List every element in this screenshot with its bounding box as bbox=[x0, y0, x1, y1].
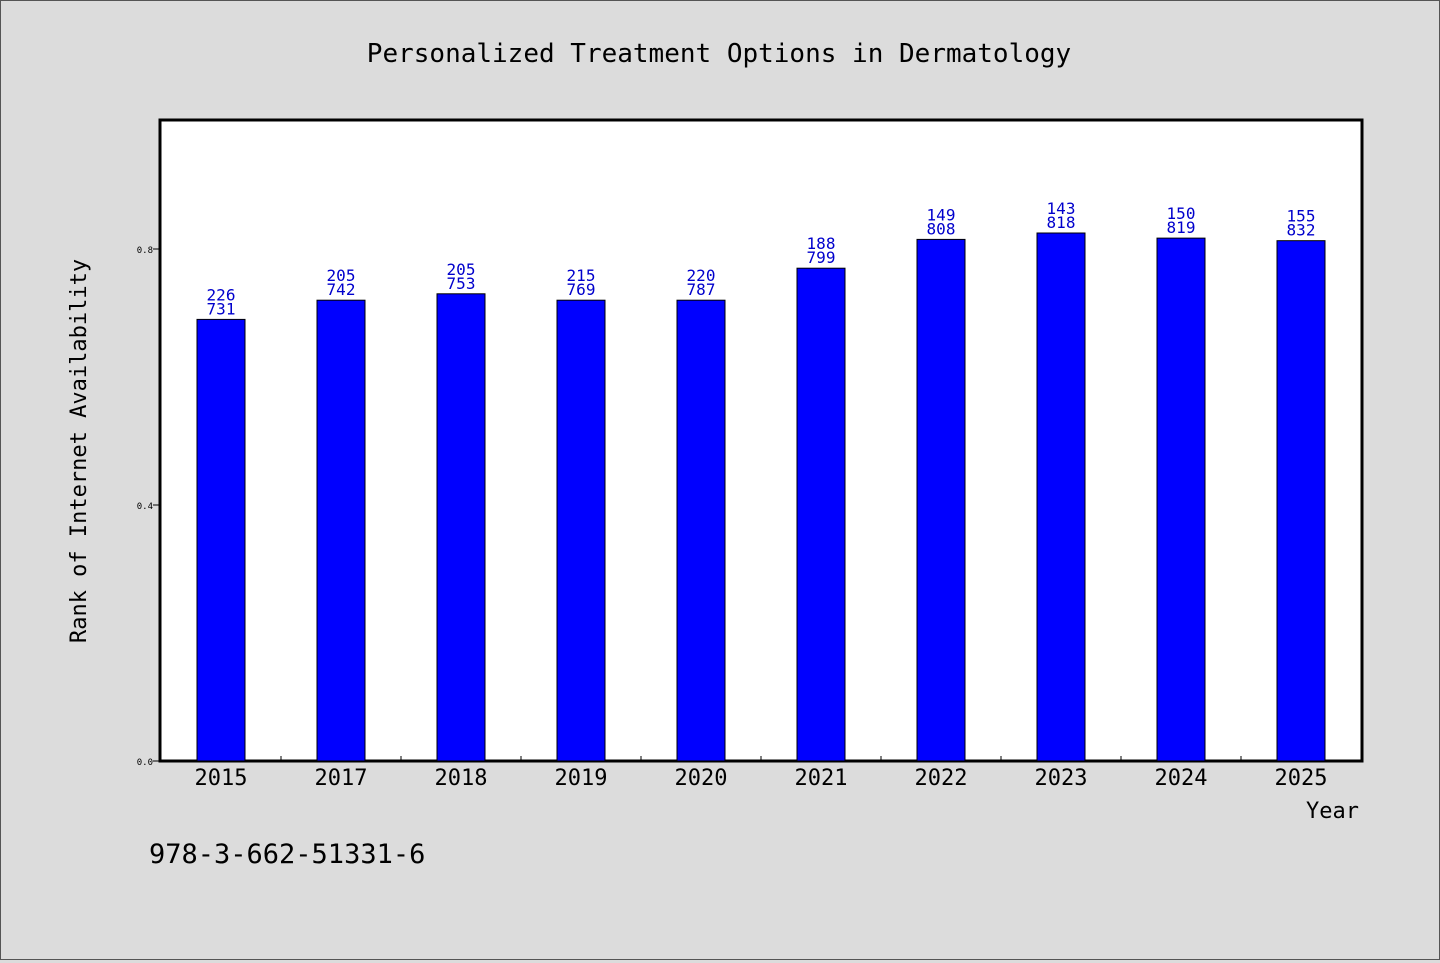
bar-label-bottom: 832 bbox=[1287, 221, 1316, 240]
bar bbox=[436, 293, 486, 762]
x-axis: 2015 2017 2018 2019 2020 2021 2022 2023 2024 2025 bbox=[195, 756, 1328, 791]
x-tick-label: 2015 bbox=[195, 766, 248, 791]
bar-label-bottom: 799 bbox=[807, 248, 836, 267]
bar-label-top: 188 bbox=[807, 234, 836, 253]
y-tick-label: 0.4 bbox=[137, 502, 153, 512]
bar-label-bottom: 731 bbox=[207, 299, 236, 318]
x-tick-label: 2024 bbox=[1155, 766, 1208, 791]
x-tick-label: 2022 bbox=[915, 766, 968, 791]
bar-label-top: 205 bbox=[447, 260, 476, 279]
bar-label-top: 150 bbox=[1167, 204, 1196, 223]
bar bbox=[556, 299, 606, 762]
bar bbox=[796, 267, 846, 762]
bar bbox=[1036, 232, 1086, 762]
bar-label-top: 220 bbox=[687, 266, 716, 285]
x-tick-label: 2021 bbox=[795, 766, 848, 791]
bar-label-bottom: 753 bbox=[447, 274, 476, 293]
bar-label-bottom: 769 bbox=[567, 280, 596, 299]
bar-label-top: 143 bbox=[1047, 199, 1076, 218]
x-tick-label: 2018 bbox=[435, 766, 488, 791]
bar-label-top: 226 bbox=[207, 285, 236, 304]
bar-label-top: 205 bbox=[327, 266, 356, 285]
footer-isbn: 978-3-662-51331-6 bbox=[149, 839, 425, 870]
bar-label-bottom: 808 bbox=[927, 219, 956, 238]
bar bbox=[676, 299, 726, 762]
bar-label-top: 149 bbox=[927, 205, 956, 224]
y-axis-label: Rank of Internet Availability bbox=[67, 259, 92, 643]
bar bbox=[1276, 240, 1326, 762]
bar bbox=[316, 299, 366, 762]
x-tick-label: 2019 bbox=[555, 766, 608, 791]
y-tick-label: 0.8 bbox=[137, 246, 153, 256]
x-tick-label: 2017 bbox=[315, 766, 368, 791]
y-axis: 0.0 0.4 0.8 bbox=[137, 246, 161, 768]
bar bbox=[916, 238, 966, 762]
bar-series bbox=[196, 232, 1326, 762]
bar-label-bottom: 742 bbox=[327, 280, 356, 299]
bar-label-top: 215 bbox=[567, 266, 596, 285]
x-tick-label: 2020 bbox=[675, 766, 728, 791]
bar-label-bottom: 787 bbox=[687, 280, 716, 299]
bar-label-bottom: 818 bbox=[1047, 213, 1076, 232]
bar bbox=[196, 318, 246, 762]
chart-title: Personalized Treatment Options in Dermat… bbox=[367, 39, 1071, 69]
bar bbox=[1156, 237, 1206, 762]
x-axis-label: Year bbox=[1306, 799, 1359, 824]
x-tick-label: 2025 bbox=[1275, 766, 1328, 791]
bar-label-bottom: 819 bbox=[1167, 218, 1196, 237]
x-tick-label: 2023 bbox=[1035, 766, 1088, 791]
bar-label-top: 155 bbox=[1287, 207, 1316, 226]
y-tick-label: 0.0 bbox=[137, 758, 153, 768]
